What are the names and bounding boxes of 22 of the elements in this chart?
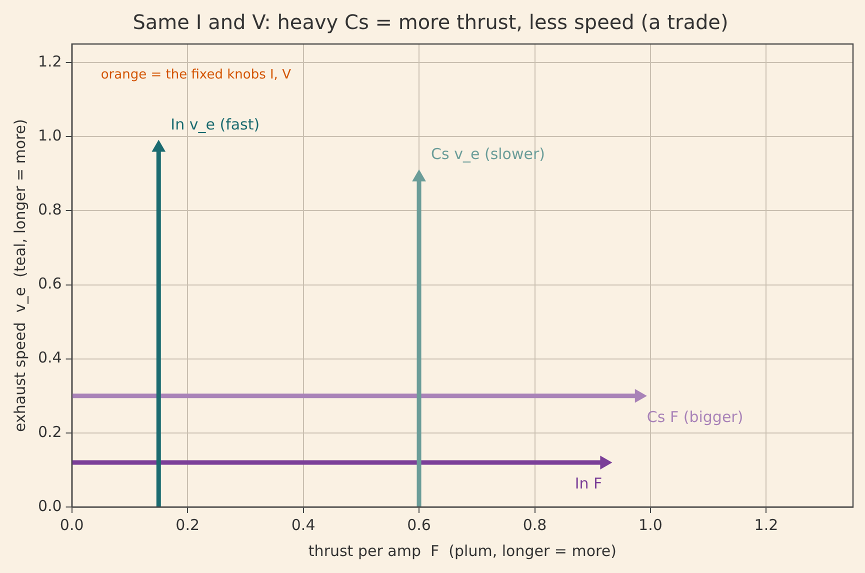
series-label: In F	[574, 474, 602, 492]
annotation: orange = the fixed knobs I, V	[100, 67, 292, 82]
y-tick-label: 1.0	[38, 126, 62, 144]
series-label: In v_e (fast)	[170, 116, 260, 134]
x-tick-label: 0.8	[522, 516, 547, 534]
y-tick-label: 0.6	[38, 274, 62, 293]
series-label: Cs F (bigger)	[646, 408, 744, 426]
x-tick-label: 0.0	[60, 516, 84, 534]
y-axis-title: exhaust speed v_e (teal, longer = more)	[10, 119, 29, 432]
y-tick-label: 0.2	[38, 422, 62, 441]
x-tick-label: 0.4	[291, 516, 316, 534]
y-tick-label: 0.8	[38, 200, 62, 219]
y-tick-label: 1.2	[38, 52, 62, 70]
x-tick-label: 1.0	[638, 516, 662, 534]
x-tick-label: 1.2	[754, 516, 778, 534]
x-tick-label: 0.2	[176, 516, 200, 534]
y-tick-label: 0.0	[38, 496, 62, 515]
x-tick-label: 0.6	[407, 516, 431, 534]
x-axis-title: thrust per amp F (plum, longer = more)	[308, 542, 616, 560]
chart-title: Same I and V: heavy Cs = more thrust, less speed (a trade)	[132, 10, 728, 34]
y-tick-label: 0.4	[38, 348, 62, 367]
series-label: Cs v_e (slower)	[431, 145, 545, 164]
